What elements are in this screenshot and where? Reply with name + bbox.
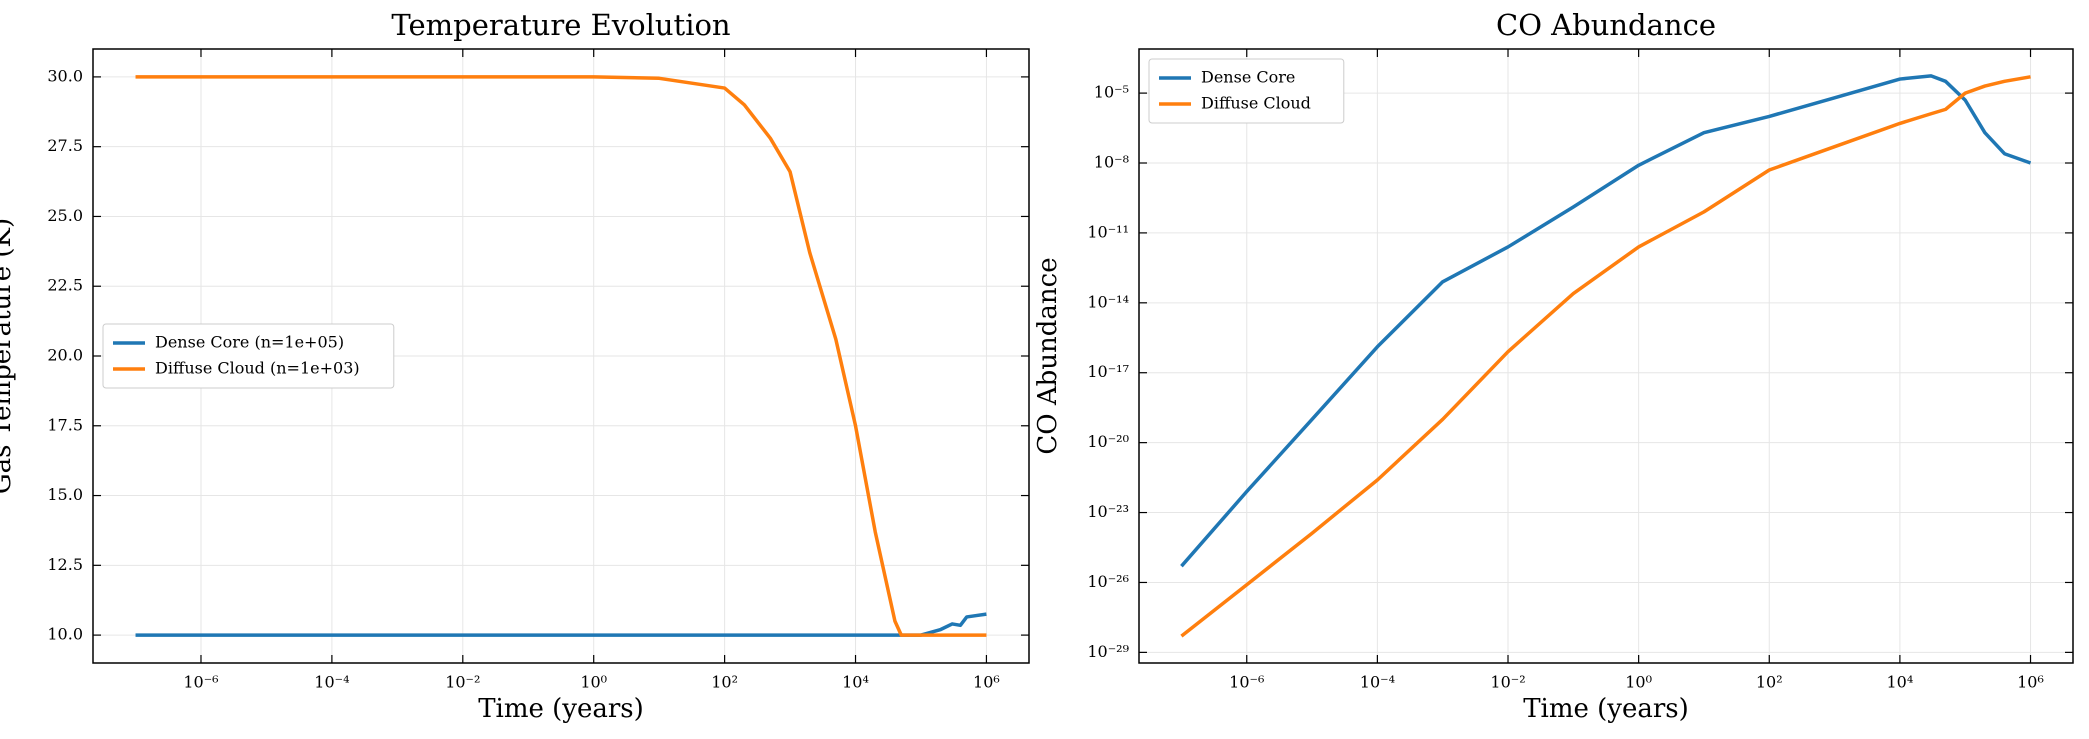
x-tick-label: 10⁻⁴	[1360, 673, 1395, 692]
legend-label: Diffuse Cloud	[1201, 94, 1311, 113]
x-tick-label: 10⁻²	[1490, 673, 1525, 692]
x-tick-label: 10⁴	[1887, 673, 1914, 692]
y-tick-label: 10⁻¹⁴	[1087, 292, 1129, 311]
legend-box	[102, 323, 395, 389]
series-line	[1180, 75, 2031, 638]
x-tick-label: 10⁻⁴	[314, 673, 349, 692]
series-line	[1180, 74, 2032, 568]
x-tick-label: 10⁰	[1625, 673, 1652, 692]
x-tick-label: 10²	[1756, 673, 1783, 692]
x-tick-label: 10⁻²	[445, 673, 480, 692]
y-tick-label: 10⁻¹⁷	[1087, 362, 1129, 381]
plot-frame	[92, 48, 1030, 664]
y-tick-label: 20.0	[47, 346, 83, 365]
y-tick-label: 27.5	[47, 136, 83, 155]
x-tick-label: 10²	[711, 673, 738, 692]
x-tick-label: 10⁶	[2017, 673, 2044, 692]
y-tick-label: 30.0	[47, 66, 83, 85]
y-tick-label: 10⁻⁵	[1094, 83, 1129, 102]
y-axis-label: CO Abundance	[1033, 257, 1063, 454]
x-tick-label: 10⁶	[973, 673, 1000, 692]
x-tick-label: 10⁻⁶	[1229, 673, 1264, 692]
y-tick-label: 10⁻²³	[1087, 502, 1129, 521]
series-line	[135, 612, 987, 637]
plot-frame	[1138, 48, 2074, 664]
x-tick-label: 10⁴	[842, 673, 869, 692]
x-tick-label: 10⁻⁶	[183, 673, 218, 692]
legend-label: Dense Core (n=1e+05)	[155, 333, 344, 352]
y-tick-label: 15.0	[47, 485, 83, 504]
y-tick-label: 10⁻²⁶	[1087, 572, 1129, 591]
y-tick-label: 17.5	[47, 415, 83, 434]
y-tick-label: 22.5	[47, 276, 83, 295]
series-line	[135, 75, 987, 637]
x-tick-label: 10⁰	[580, 673, 607, 692]
legend-label: Dense Core	[1201, 68, 1295, 87]
y-tick-label: 12.5	[47, 555, 83, 574]
x-axis-label: Time (years)	[1523, 694, 1689, 724]
y-tick-label: 10⁻²⁰	[1087, 432, 1129, 451]
chart-title: Temperature Evolution	[391, 8, 730, 42]
legend-box	[1148, 58, 1345, 124]
chart-title: CO Abundance	[1496, 8, 1716, 42]
y-tick-label: 25.0	[47, 206, 83, 225]
y-tick-label: 10.0	[47, 625, 83, 644]
y-tick-label: 10⁻¹¹	[1087, 222, 1129, 241]
y-tick-label: 10⁻⁸	[1094, 153, 1129, 172]
x-axis-label: Time (years)	[478, 694, 644, 724]
y-tick-label: 10⁻²⁹	[1087, 642, 1129, 661]
legend-label: Diffuse Cloud (n=1e+03)	[155, 359, 360, 378]
y-axis-label: Gas Temperature (K)	[0, 218, 17, 494]
